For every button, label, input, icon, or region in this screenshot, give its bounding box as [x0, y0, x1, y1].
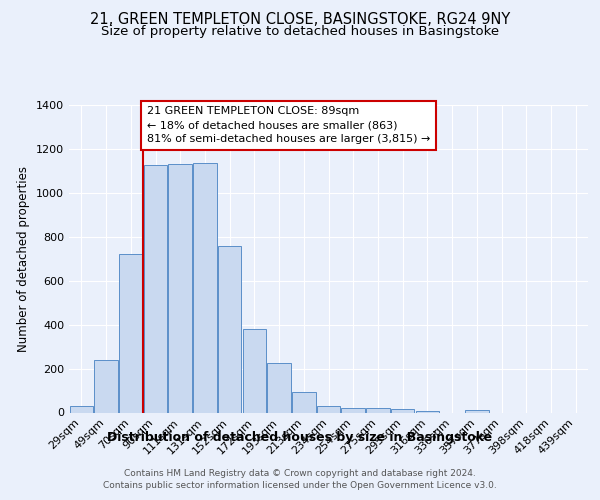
Bar — [242, 329, 266, 412]
Y-axis label: Number of detached properties: Number of detached properties — [17, 166, 31, 352]
Bar — [341, 408, 365, 412]
Bar — [416, 410, 439, 412]
Bar — [70, 406, 93, 412]
Text: Contains public sector information licensed under the Open Government Licence v3: Contains public sector information licen… — [103, 481, 497, 490]
Text: Contains HM Land Registry data © Crown copyright and database right 2024.: Contains HM Land Registry data © Crown c… — [124, 469, 476, 478]
Text: 21, GREEN TEMPLETON CLOSE, BASINGSTOKE, RG24 9NY: 21, GREEN TEMPLETON CLOSE, BASINGSTOKE, … — [90, 12, 510, 28]
Bar — [94, 360, 118, 412]
Text: Distribution of detached houses by size in Basingstoke: Distribution of detached houses by size … — [107, 431, 493, 444]
Bar — [366, 408, 389, 412]
Bar — [169, 164, 192, 412]
Bar — [292, 392, 316, 412]
Text: 21 GREEN TEMPLETON CLOSE: 89sqm
← 18% of detached houses are smaller (863)
81% o: 21 GREEN TEMPLETON CLOSE: 89sqm ← 18% of… — [147, 106, 430, 144]
Bar — [391, 409, 415, 412]
Bar — [317, 406, 340, 412]
Bar — [193, 163, 217, 412]
Bar — [144, 166, 167, 412]
Bar — [218, 246, 241, 412]
Bar — [119, 254, 143, 412]
Text: Size of property relative to detached houses in Basingstoke: Size of property relative to detached ho… — [101, 25, 499, 38]
Bar — [465, 410, 488, 412]
Bar — [268, 363, 291, 412]
